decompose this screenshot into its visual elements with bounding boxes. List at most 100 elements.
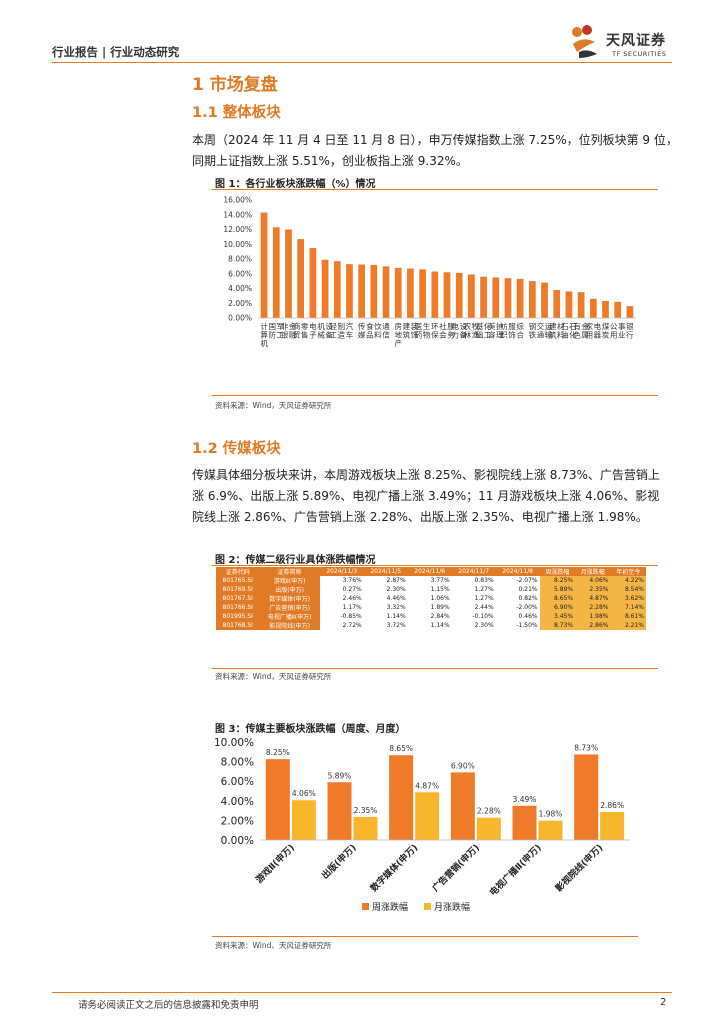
- bar-weekly: [574, 754, 599, 840]
- figure-rule: [212, 189, 658, 190]
- table-cell: 4.87%: [575, 594, 611, 603]
- figure-title: 图 1：各行业板块涨跌幅（%）情况: [215, 179, 376, 190]
- data-label: 2.35%: [354, 806, 378, 815]
- bar: [589, 298, 597, 318]
- table-cell: 1.27%: [451, 585, 496, 594]
- x-tick-label: 轻工制造: [330, 321, 346, 340]
- table-cell: 8.65%: [539, 594, 576, 603]
- table-cell: 1.06%: [407, 594, 452, 603]
- table-row: 801765.SI 游戏Ⅱ(申万) 3.76% 2.87% 3.77% 0.83% -2.0…: [216, 576, 646, 585]
- bar: [346, 264, 353, 318]
- table-cell: 801765.SI: [216, 576, 260, 585]
- y-tick-label: 4.00%: [221, 796, 254, 808]
- x-tick-label: 国防军工: [269, 322, 285, 340]
- bar: [468, 274, 475, 318]
- x-tick-label: 建筑材料: [549, 321, 565, 340]
- table-cell: -0.85%: [319, 612, 364, 621]
- legend-swatch: [424, 903, 431, 910]
- data-label: 8.65%: [389, 744, 413, 753]
- y-tick-label: 8.00%: [228, 255, 252, 264]
- table-header-cell: 2024/11/8: [495, 567, 540, 576]
- table-cell: 3.32%: [363, 603, 408, 612]
- x-tick-label: 基础化工: [476, 321, 492, 340]
- data-label: 4.06%: [292, 789, 316, 798]
- x-tick-label: 医药生物: [415, 321, 431, 340]
- table-cell: -1.50%: [495, 621, 540, 630]
- x-tick-label: 汽车: [346, 321, 354, 340]
- y-tick-label: 10.00%: [214, 737, 254, 749]
- table-cell: 1.89%: [407, 603, 452, 612]
- bar-weekly: [512, 805, 537, 840]
- bar-monthly: [353, 816, 378, 840]
- y-tick-label: 6.00%: [228, 269, 252, 278]
- table-cell: 1.17%: [319, 603, 364, 612]
- legend-label: 月涨跌幅: [434, 901, 470, 913]
- x-tick-label: 家用电器: [586, 321, 602, 340]
- table-cell: 0.46%: [495, 612, 540, 621]
- bar: [541, 282, 548, 318]
- table-header-cell: 周涨跌幅: [539, 567, 576, 576]
- table-cell: -0.10%: [451, 612, 496, 621]
- bar: [455, 273, 463, 318]
- table-header-cell: 2024/11/6: [407, 567, 452, 576]
- table-cell: 801766.SI: [216, 603, 260, 612]
- table-cell: 数字媒体(申万): [259, 594, 320, 603]
- table-cell: 3.45%: [539, 612, 576, 621]
- table-cell: 1.14%: [407, 621, 452, 630]
- x-tick-label: 煤炭: [602, 321, 610, 340]
- table-cell: 8.54%: [610, 585, 646, 594]
- table-cell: 0.27%: [319, 585, 364, 594]
- table-cell: 5.89%: [539, 585, 576, 594]
- table-cell: 801769.SI: [216, 585, 260, 594]
- table-cell: 6.90%: [539, 603, 576, 612]
- media-bar-chart: 0.00% 2.00% 4.00% 6.00% 8.00% 10.00% 8.25% 4.06…: [214, 737, 630, 913]
- table-cell: 3.62%: [610, 594, 646, 603]
- bar: [272, 227, 280, 318]
- table-cell: 2.84%: [407, 612, 452, 621]
- bar: [285, 229, 292, 318]
- x-tick-label: 综合: [516, 321, 524, 340]
- x-tick-label: 公用事业: [610, 321, 626, 340]
- table-row: 801766.SI 广告营销(申万) 1.17% 3.32% 1.89% 2.44% -2.…: [216, 603, 646, 612]
- table-cell: 2.87%: [363, 576, 408, 585]
- table-cell: 7.14%: [610, 603, 646, 612]
- table-cell: 4.22%: [610, 576, 646, 585]
- table-cell: 2.86%: [575, 621, 611, 630]
- x-tick-label: 农林牧渔: [464, 321, 480, 340]
- bar: [504, 278, 512, 318]
- table-cell: 出版(申万): [259, 585, 320, 594]
- data-label: 2.28%: [477, 807, 501, 816]
- x-tick-label: 非银金融: [281, 321, 297, 340]
- x-tick-label: 电视广播Ⅱ(申万): [487, 842, 544, 899]
- bar-weekly: [450, 772, 475, 840]
- table-cell: 801768.SI: [216, 621, 260, 630]
- bar: [577, 292, 585, 318]
- logo-text: 天风证券: [606, 33, 666, 49]
- x-tick-label: 社会服务: [439, 321, 455, 340]
- figure-title: 图 3：传媒主要板块涨跌幅（周度、月度）: [215, 724, 406, 735]
- table-cell: -2.00%: [495, 603, 540, 612]
- bar: [626, 306, 634, 318]
- sector-table: 证券代码 证券简称 2024/11/3 2024/11/5 2024/11/6 2024/…: [216, 567, 646, 630]
- logo-subtext: TF SECURITIES: [612, 50, 667, 58]
- x-tick-label: 电子: [309, 321, 317, 340]
- table-cell: 0.83%: [451, 576, 496, 585]
- table-cell: 2.21%: [610, 621, 646, 630]
- bar: [553, 289, 561, 318]
- paragraph: 传媒具体细分板块来讲，本周游戏板块上涨 8.25%、影视院线上涨 8.73%、广…: [192, 465, 678, 528]
- table-cell: -2.07%: [495, 576, 540, 585]
- table-cell: 801995.SI: [216, 612, 260, 621]
- data-label: 1.98%: [539, 810, 563, 819]
- x-tick-label: 出版(申万): [319, 842, 359, 882]
- table-cell: 1.14%: [363, 612, 408, 621]
- data-label: 2.86%: [600, 801, 624, 810]
- table-cell: 801767.SI: [216, 594, 260, 603]
- x-tick-label: 纺织服饰: [500, 321, 516, 340]
- bar: [394, 267, 402, 318]
- data-label: 8.73%: [574, 743, 598, 752]
- x-tick-label: 数字媒体(申万): [368, 842, 420, 894]
- bar-monthly: [600, 811, 625, 840]
- table-cell: 2.35%: [575, 585, 611, 594]
- bar: [407, 268, 414, 318]
- bar-monthly: [291, 800, 316, 840]
